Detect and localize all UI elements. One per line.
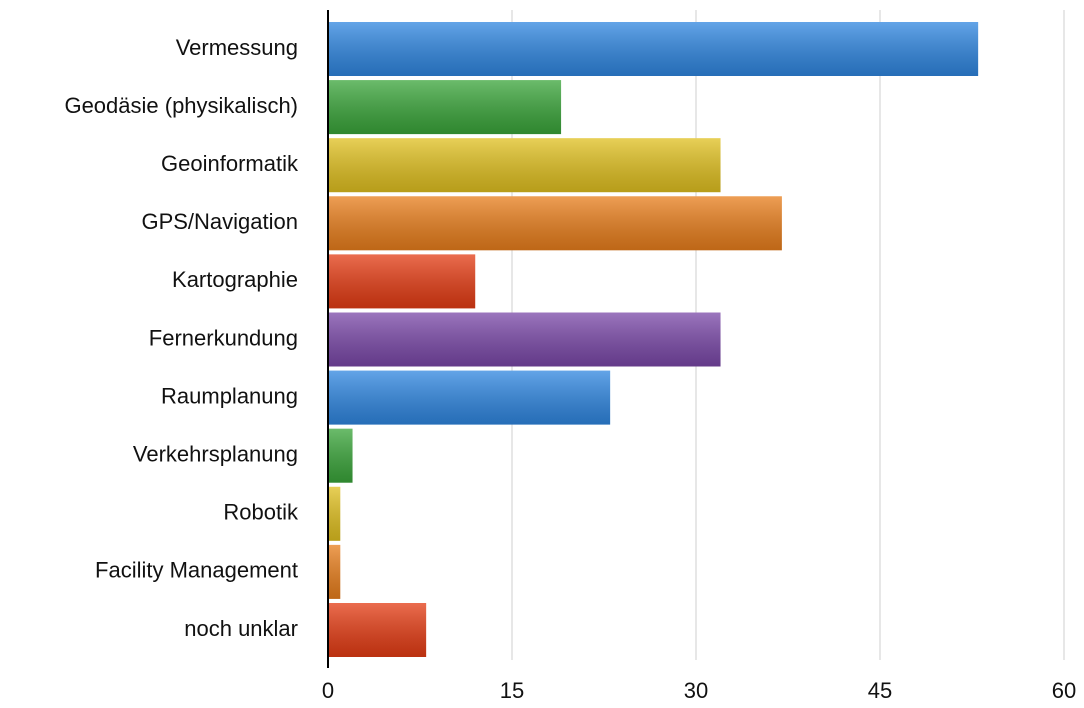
- y-tick-label: Raumplanung: [161, 383, 298, 408]
- bar: [328, 22, 979, 76]
- x-tick-label: 30: [684, 678, 708, 703]
- bar: [328, 80, 562, 135]
- bar: [328, 196, 782, 251]
- y-tick-label: Robotik: [223, 500, 299, 525]
- x-tick-label: 60: [1052, 678, 1076, 703]
- bar: [328, 544, 341, 599]
- y-tick-label: GPS/Navigation: [141, 209, 298, 234]
- x-tick-label: 15: [500, 678, 524, 703]
- bar: [328, 428, 353, 483]
- bar: [328, 312, 721, 367]
- bar: [328, 603, 427, 657]
- bar: [328, 138, 721, 193]
- y-tick-label: Kartographie: [172, 267, 298, 292]
- y-tick-label: Vermessung: [176, 35, 298, 60]
- bar: [328, 254, 476, 309]
- y-tick-label: Fernerkundung: [149, 325, 298, 350]
- y-tick-label: Geoinformatik: [161, 151, 299, 176]
- y-tick-label: Verkehrsplanung: [133, 442, 298, 467]
- bar: [328, 370, 611, 425]
- y-tick-label: noch unklar: [184, 616, 298, 641]
- y-tick-label: Facility Management: [95, 558, 298, 583]
- x-tick-label: 0: [322, 678, 334, 703]
- x-tick-label: 45: [868, 678, 892, 703]
- y-tick-label: Geodäsie (physikalisch): [64, 93, 298, 118]
- bar: [328, 486, 341, 541]
